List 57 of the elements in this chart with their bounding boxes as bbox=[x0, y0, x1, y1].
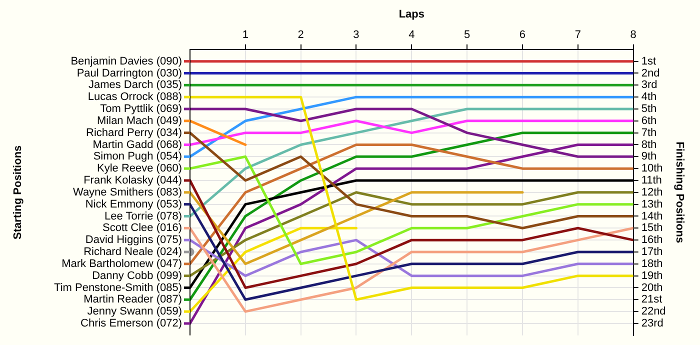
x-tick-label: 7 bbox=[574, 28, 581, 41]
legend-label: David Higgins (075) bbox=[85, 234, 182, 246]
legend-label: Kyle Reeve (060) bbox=[97, 162, 182, 175]
y-tick-label: 17th bbox=[641, 246, 663, 258]
y-tick-label: 2nd bbox=[641, 67, 660, 80]
y-axis-title: Finishing Positions bbox=[673, 142, 686, 244]
legend-label: Tom Pyttlik (069) bbox=[100, 103, 182, 116]
legend-label: Jenny Swann (059) bbox=[87, 306, 182, 318]
legend-label: Richard Neale (024) bbox=[84, 246, 182, 258]
y-tick-label: 1st bbox=[641, 55, 656, 68]
legend-label: Lucas Orrock (088) bbox=[88, 91, 182, 104]
y-tick-label: 9th bbox=[641, 150, 657, 163]
y-tick-label: 12th bbox=[641, 186, 663, 198]
x-tick-label: 1 bbox=[242, 28, 248, 41]
x-tick-label: 2 bbox=[298, 28, 304, 41]
legend-label: Scott Clee (016) bbox=[102, 222, 182, 234]
legend-label: Lee Torrie (078) bbox=[104, 210, 182, 222]
y-tick-label: 14th bbox=[641, 210, 663, 222]
y-tick-label: 4th bbox=[641, 91, 657, 104]
y-tick-label: 6th bbox=[641, 114, 657, 127]
y-tick-label: 15th bbox=[641, 222, 663, 234]
x-axis-title: Laps bbox=[398, 8, 425, 21]
text: Starting Positions bbox=[12, 145, 24, 240]
legend-label: Frank Kolasky (044) bbox=[84, 174, 182, 187]
y-tick-label: 22nd bbox=[641, 306, 666, 318]
legend-label: Nick Emmony (053) bbox=[85, 198, 182, 210]
y-tick-label: 18th bbox=[641, 258, 663, 270]
y-tick-label: 5th bbox=[641, 103, 657, 116]
y-tick-label: 8th bbox=[641, 138, 657, 151]
x-tick-label: 3 bbox=[353, 28, 360, 41]
y-tick-label: 20th bbox=[641, 282, 663, 294]
legend-label: Wayne Smithers (083) bbox=[72, 186, 182, 198]
legend-label: Tim Penstone-Smith (085) bbox=[54, 282, 182, 294]
y-tick-label: 23rd bbox=[641, 318, 664, 330]
legend-label: Simon Pugh (054) bbox=[93, 150, 182, 163]
y-tick-label: 10th bbox=[641, 162, 663, 175]
legend-label: Martin Gadd (068) bbox=[92, 138, 182, 151]
x-tick-label: 6 bbox=[519, 28, 526, 41]
y-tick-label: 3rd bbox=[641, 79, 658, 92]
legend-label: James Darch (035) bbox=[88, 79, 182, 92]
y-tick-label: 7th bbox=[641, 126, 657, 139]
legend-label: Milan Mach (049) bbox=[97, 114, 182, 127]
x-tick-label: 8 bbox=[630, 28, 636, 41]
y-tick-label: 16th bbox=[641, 234, 663, 246]
legend-label: Benjamin Davies (090) bbox=[70, 55, 182, 68]
x-tick-label: 4 bbox=[408, 28, 415, 41]
y-tick-label: 13th bbox=[641, 198, 663, 210]
y-tick-label: 19th bbox=[641, 270, 663, 282]
legend-label: Mark Bartholomew (047) bbox=[62, 258, 182, 270]
x-tick-label: 5 bbox=[464, 28, 470, 41]
y-tick-label: 21st bbox=[641, 294, 662, 306]
legend-label: Martin Reader (087) bbox=[84, 294, 182, 306]
legend-label: Danny Cobb (099) bbox=[92, 270, 182, 282]
legend-label: Chris Emerson (072) bbox=[80, 318, 182, 330]
legend-label: Richard Perry (034) bbox=[86, 126, 182, 139]
legend-label: Paul Darrington (030) bbox=[76, 67, 182, 80]
y-tick-label: 11th bbox=[641, 174, 662, 187]
